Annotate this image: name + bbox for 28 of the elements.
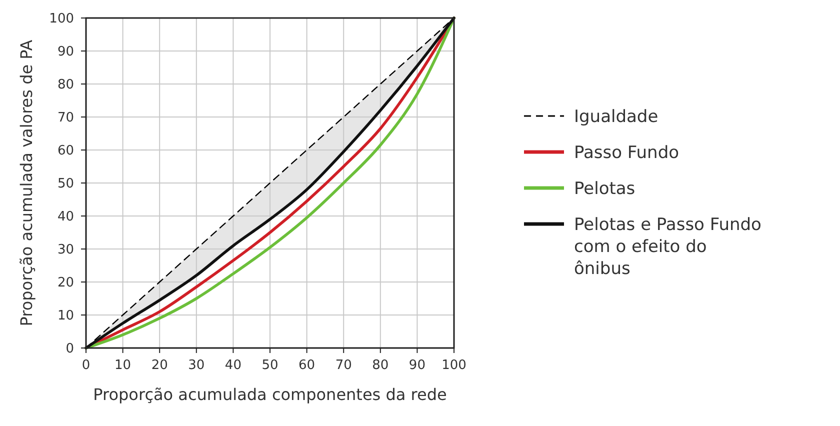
y-axis-title: Proporção acumulada valores de PA <box>17 40 36 326</box>
y-tick-label: 20 <box>57 276 74 290</box>
y-tick-label: 0 <box>66 342 74 356</box>
x-tick-label: 20 <box>151 358 168 373</box>
y-tick-label: 40 <box>57 210 74 224</box>
x-tick-label: 60 <box>298 358 316 373</box>
x-tick-label: 90 <box>408 358 426 373</box>
x-tick-label: 70 <box>335 358 352 373</box>
legend-label: Igualdade <box>574 107 658 127</box>
y-tick-label: 80 <box>57 78 74 92</box>
x-tick-label: 0 <box>82 358 90 373</box>
y-tick-label: 90 <box>57 44 74 60</box>
x-tick-label: 50 <box>262 358 278 373</box>
x-axis-title: Proporção acumulada componentes da rede <box>93 385 447 404</box>
y-tick-label: 60 <box>57 144 74 158</box>
x-tick-label: 30 <box>188 358 205 373</box>
y-tick-label: 10 <box>57 308 74 324</box>
legend-label: Passo Fundo <box>574 143 680 163</box>
y-tick-label: 100 <box>49 12 74 26</box>
legend-label: Pelotas e Passo Fundo com o efeito do ônibus <box>574 215 762 279</box>
x-tick-label: 100 <box>442 358 466 373</box>
x-tick-label: 10 <box>114 358 132 373</box>
y-tick-label: 50 <box>57 176 74 192</box>
legend-label: Pelotas <box>574 179 636 199</box>
y-tick-label: 70 <box>57 110 74 126</box>
x-tick-label: 80 <box>372 358 389 373</box>
y-tick-label: 30 <box>57 242 74 258</box>
x-tick-label: 40 <box>224 358 242 373</box>
